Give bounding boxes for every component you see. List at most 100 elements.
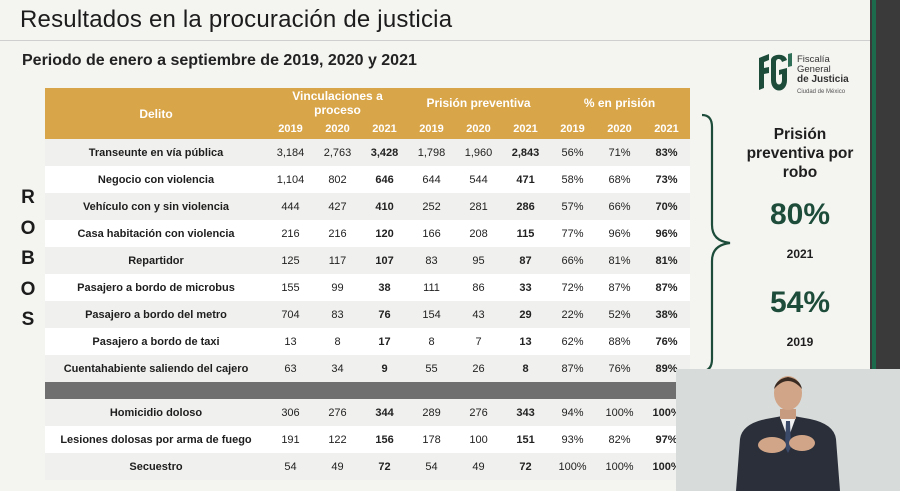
header-year: 2021 — [361, 118, 409, 139]
value-cell: 117 — [314, 247, 361, 274]
value-cell: 72% — [549, 274, 597, 301]
delito-cell: Pasajero a bordo de microbus — [45, 274, 267, 301]
value-cell: 83 — [408, 247, 456, 274]
value-cell: 38 — [361, 274, 409, 301]
value-cell: 3,428 — [361, 139, 409, 166]
value-cell: 306 — [267, 399, 314, 426]
header-year: 2020 — [455, 118, 503, 139]
value-cell: 72 — [361, 453, 409, 480]
table-separator — [45, 382, 691, 399]
value-cell: 1,104 — [267, 166, 314, 193]
results-table: Delito Vinculaciones a proceso Prisión p… — [45, 88, 691, 480]
value-cell: 22% — [549, 301, 597, 328]
header-prision: Prisión preventiva — [408, 88, 550, 118]
title-divider — [0, 40, 870, 41]
value-cell: 13 — [267, 328, 314, 355]
value-cell: 100 — [455, 426, 503, 453]
robos-letter: O — [20, 278, 36, 300]
delito-cell: Cuentahabiente saliendo del cajero — [45, 355, 267, 382]
logo-text-line2: General — [797, 64, 831, 75]
value-cell: 8 — [502, 355, 550, 382]
value-cell: 71% — [596, 139, 644, 166]
table-row: Transeunte en vía pública 3,184 2,763 3,428… — [45, 139, 691, 166]
header-year: 2019 — [408, 118, 456, 139]
table-row: Homicidio doloso 306 276 344 289 276 343 94% 100… — [45, 399, 691, 426]
value-cell: 82% — [596, 426, 644, 453]
header-delito: Delito — [45, 88, 267, 139]
header-year: 2020 — [596, 118, 644, 139]
value-cell: 89% — [643, 355, 691, 382]
value-cell: 66% — [596, 193, 644, 220]
page-subtitle: Periodo de enero a septiembre de 2019, 2… — [22, 52, 417, 69]
value-cell: 33 — [502, 274, 550, 301]
value-cell: 644 — [408, 166, 456, 193]
value-cell: 410 — [361, 193, 409, 220]
table-row: Casa habitación con violencia 216 216 120 16… — [45, 220, 691, 247]
delito-cell: Homicidio doloso — [45, 399, 267, 426]
value-cell: 216 — [314, 220, 361, 247]
delito-cell: Pasajero a bordo del metro — [45, 301, 267, 328]
value-cell: 70% — [643, 193, 691, 220]
value-cell: 125 — [267, 247, 314, 274]
value-cell: 111 — [408, 274, 456, 301]
delito-cell: Casa habitación con violencia — [45, 220, 267, 247]
value-cell: 208 — [455, 220, 503, 247]
delito-cell: Vehículo con y sin violencia — [45, 193, 267, 220]
value-cell: 93% — [549, 426, 597, 453]
logo-text-line1: Fiscalía — [797, 54, 830, 65]
value-cell: 29 — [502, 301, 550, 328]
value-cell: 8 — [408, 328, 456, 355]
summary-year-2021: 2021 — [786, 247, 814, 261]
value-cell: 7 — [455, 328, 503, 355]
value-cell: 1,798 — [408, 139, 456, 166]
table-row: Repartidor 125 117 107 83 95 87 66% 81% 81% — [45, 247, 691, 274]
value-cell: 115 — [502, 220, 550, 247]
value-cell: 100% — [596, 399, 644, 426]
table-row: Negocio con violencia 1,104 802 646 644 544 47… — [45, 166, 691, 193]
value-cell: 471 — [502, 166, 550, 193]
table-row: Pasajero a bordo de microbus 155 99 38 111 86… — [45, 274, 691, 301]
value-cell: 68% — [596, 166, 644, 193]
value-cell: 343 — [502, 399, 550, 426]
value-cell: 26 — [455, 355, 503, 382]
table-row: Vehículo con y sin violencia 444 427 410 252… — [45, 193, 691, 220]
value-cell: 83% — [643, 139, 691, 166]
robos-letter: R — [21, 187, 35, 208]
value-cell: 66% — [549, 247, 597, 274]
header-year: 2021 — [643, 118, 691, 139]
value-cell: 58% — [549, 166, 597, 193]
robos-letter: S — [21, 309, 35, 330]
value-cell: 96% — [643, 220, 691, 247]
value-cell: 49 — [455, 453, 503, 480]
value-cell: 56% — [549, 139, 597, 166]
summary-year-2019: 2019 — [786, 335, 814, 349]
value-cell: 156 — [361, 426, 409, 453]
delito-cell: Secuestro — [45, 453, 267, 480]
value-cell: 73% — [643, 166, 691, 193]
value-cell: 281 — [455, 193, 503, 220]
value-cell: 86 — [455, 274, 503, 301]
value-cell: 107 — [361, 247, 409, 274]
summary-percent-2019: 54% — [769, 286, 831, 319]
value-cell: 120 — [361, 220, 409, 247]
value-cell: 13 — [502, 328, 550, 355]
header-vinculaciones: Vinculaciones a proceso — [267, 88, 409, 118]
table-row: Secuestro 54 49 72 54 49 72 100% 100% 100% — [45, 453, 691, 480]
value-cell: 289 — [408, 399, 456, 426]
logo-text-line3: de Justicia — [797, 74, 849, 85]
value-cell: 49 — [314, 453, 361, 480]
value-cell: 87% — [549, 355, 597, 382]
value-cell: 166 — [408, 220, 456, 247]
value-cell: 76 — [361, 301, 409, 328]
value-cell: 77% — [549, 220, 597, 247]
value-cell: 94% — [549, 399, 597, 426]
table-row: Pasajero a bordo de taxi 13 8 17 8 7 13 62% 88% 7… — [45, 328, 691, 355]
value-cell: 1,960 — [455, 139, 503, 166]
delito-cell: Negocio con violencia — [45, 166, 267, 193]
value-cell: 646 — [361, 166, 409, 193]
value-cell: 72 — [502, 453, 550, 480]
value-cell: 344 — [361, 399, 409, 426]
fgj-logo: Fiscalía General de Justicia Ciudad de M… — [755, 50, 855, 98]
logo-text-line4: Ciudad de México — [797, 89, 846, 95]
value-cell: 2,763 — [314, 139, 361, 166]
